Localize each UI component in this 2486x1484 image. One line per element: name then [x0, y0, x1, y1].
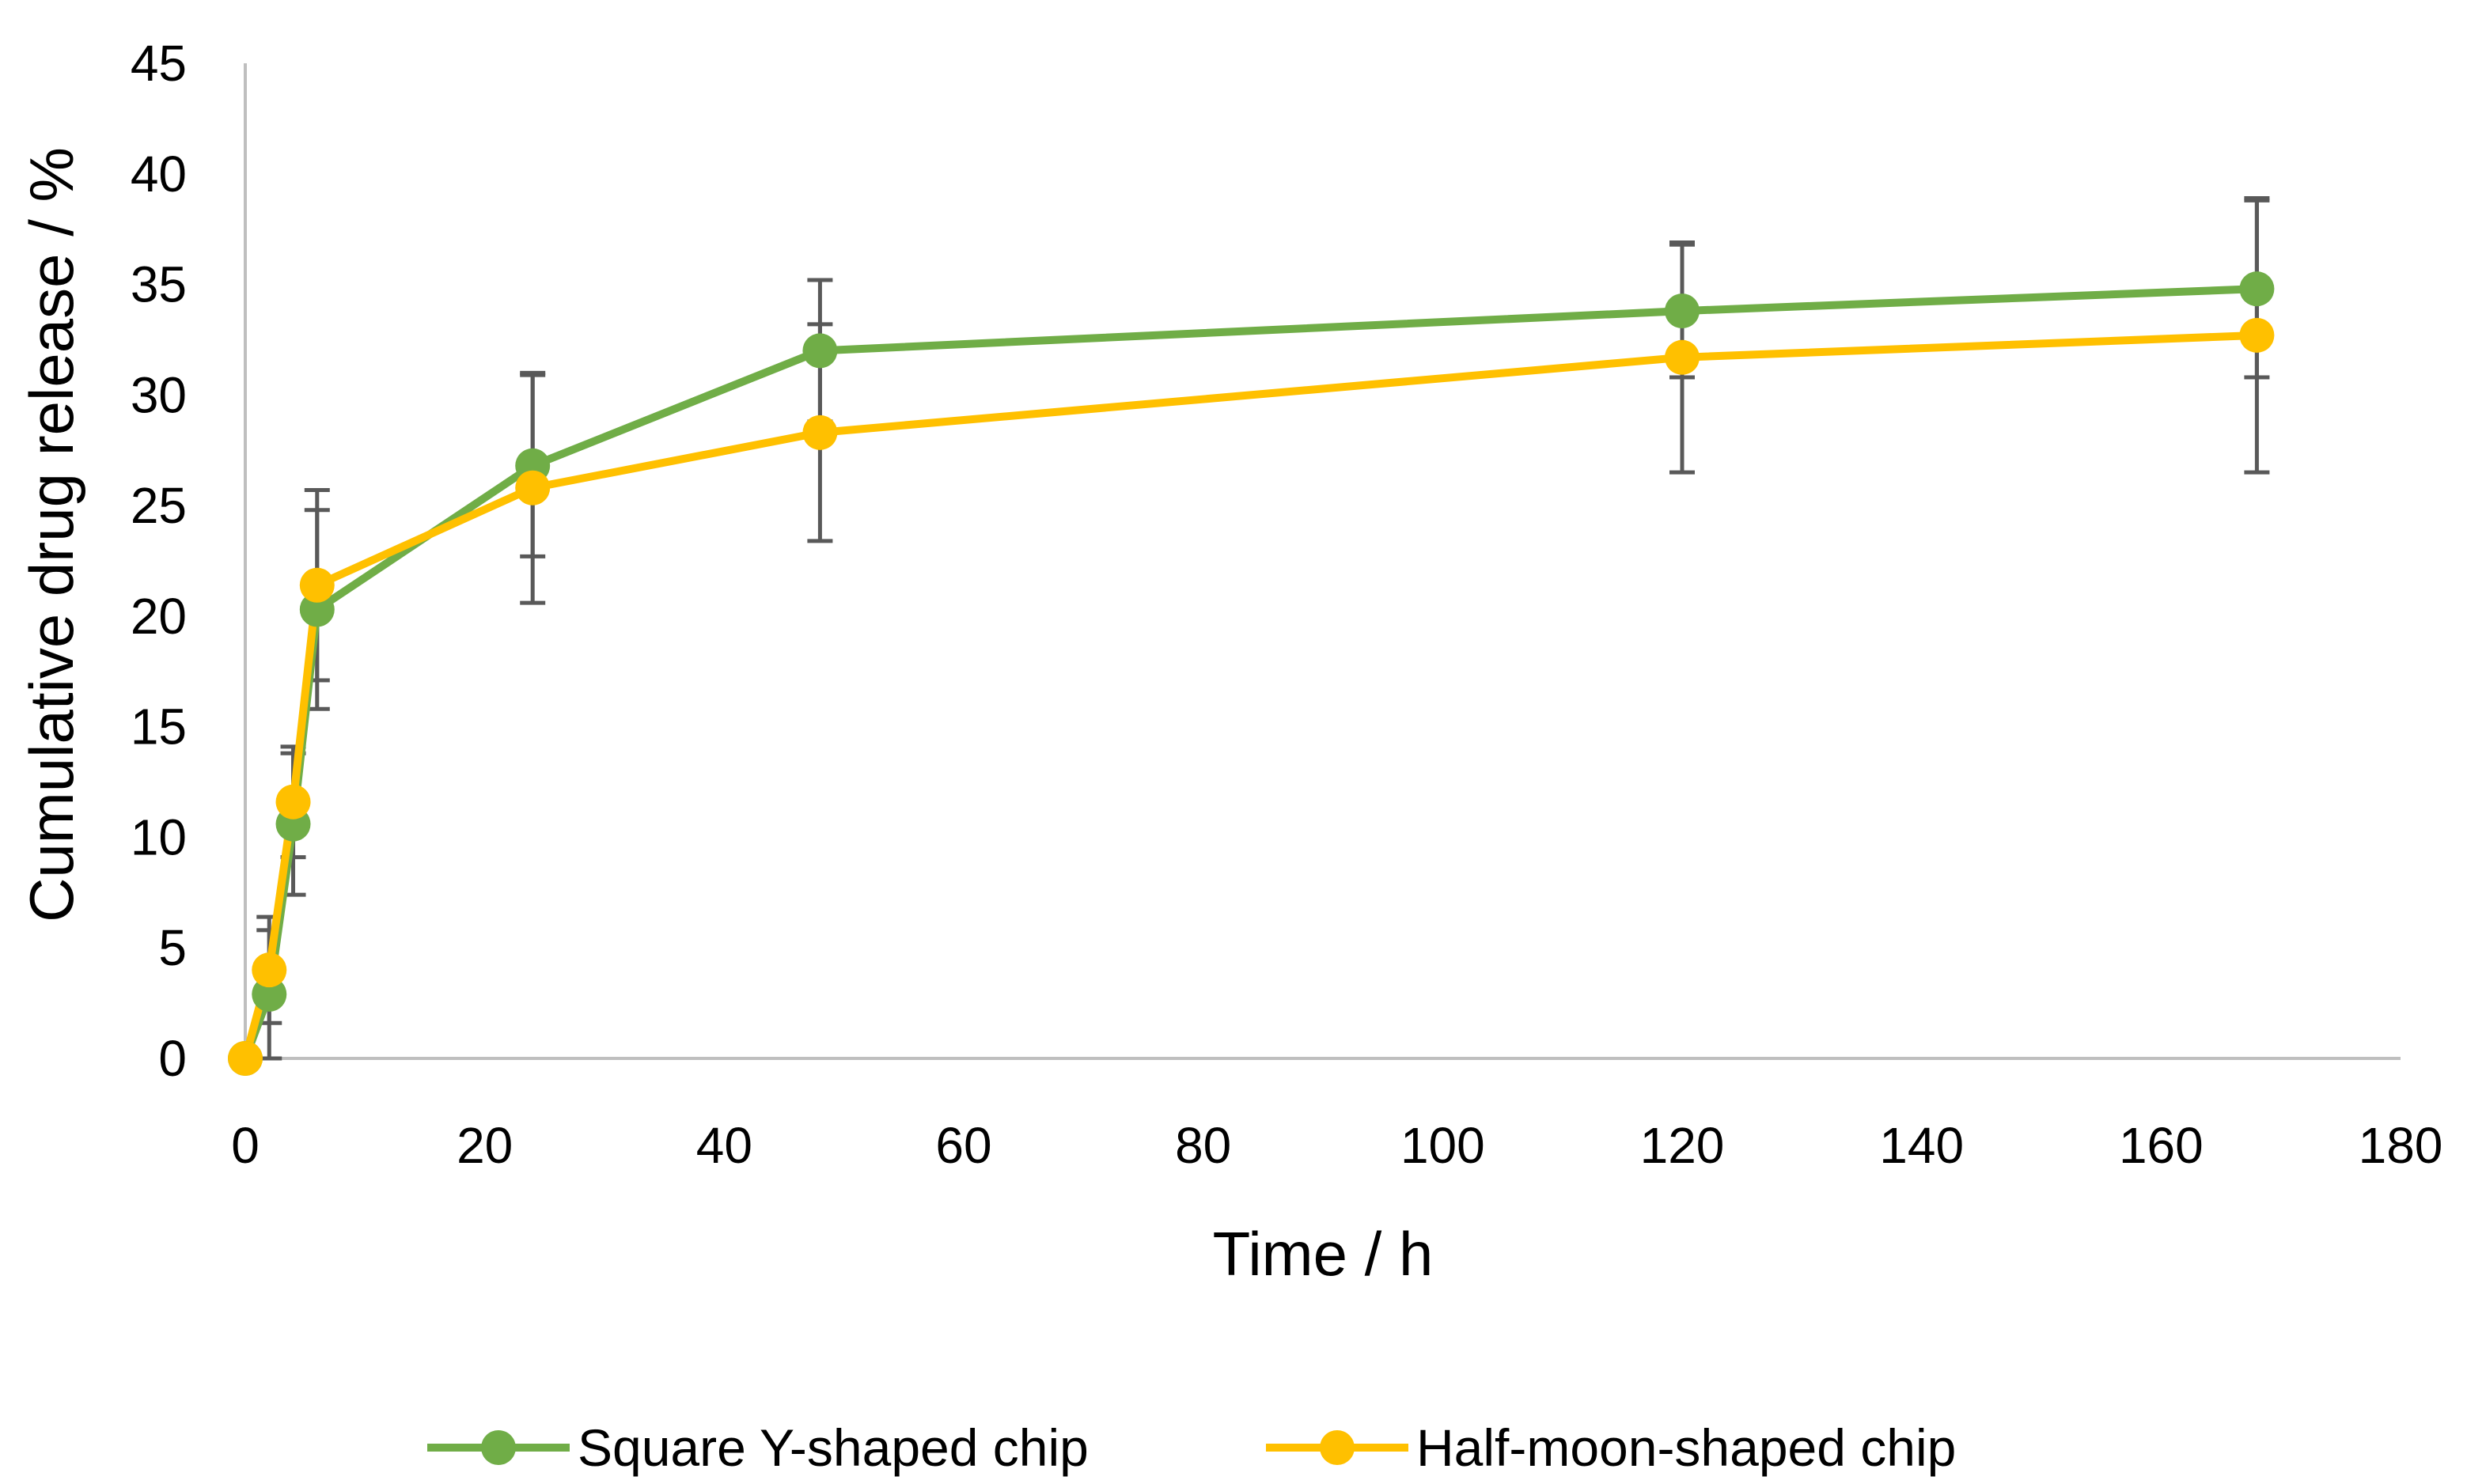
x-tick-label: 20: [457, 1117, 513, 1174]
x-tick-label: 140: [1879, 1117, 1964, 1174]
x-tick-label: 160: [2119, 1117, 2204, 1174]
y-tick-label: 40: [131, 146, 187, 203]
data-point: [252, 976, 287, 1012]
series-line: [241, 331, 2257, 1060]
data-point: [2239, 271, 2275, 307]
y-tick-label: 20: [131, 588, 187, 645]
y-axis-title: Cumulative drug release / %: [17, 147, 86, 922]
legend: Square Y-shaped chip Half-moon-shaped chi…: [427, 1418, 1956, 1477]
y-tick-label: 0: [158, 1030, 187, 1087]
series-markers: [228, 271, 2275, 1076]
legend-label: Half-moon-shaped chip: [1416, 1418, 1956, 1477]
x-axis-title: Time / h: [1213, 1219, 1434, 1289]
data-point: [299, 592, 335, 627]
legend-swatch-marker: [1320, 1430, 1355, 1465]
data-point: [802, 415, 838, 450]
data-point: [2239, 317, 2275, 353]
axes: [244, 63, 2401, 1060]
data-point: [299, 567, 335, 603]
x-tick-label: 120: [1640, 1117, 1725, 1174]
y-tick-labels: 0 5 10 15 20 25 30 35 40 45: [131, 35, 187, 1087]
y-tick-label: 15: [131, 698, 187, 755]
y-tick-label: 5: [158, 919, 187, 976]
legend-swatch-marker: [481, 1430, 516, 1465]
series-lines: [241, 285, 2257, 1060]
x-tick-labels: 0 20 40 60 80 100 120 140 160 180: [231, 1117, 2442, 1174]
x-tick-label: 40: [696, 1117, 752, 1174]
x-tick-label: 100: [1400, 1117, 1485, 1174]
data-point: [252, 952, 287, 988]
data-point: [228, 1041, 263, 1076]
data-point: [1665, 293, 1700, 329]
legend-label: Square Y-shaped chip: [578, 1418, 1089, 1477]
series-line: [241, 285, 2257, 1060]
x-tick-label: 80: [1175, 1117, 1231, 1174]
y-tick-label: 30: [131, 366, 187, 423]
data-point: [802, 333, 838, 369]
y-tick-label: 45: [131, 35, 187, 92]
x-tick-label: 60: [935, 1117, 991, 1174]
y-tick-label: 10: [131, 808, 187, 865]
x-tick-label: 180: [2359, 1117, 2443, 1174]
y-tick-label: 25: [131, 477, 187, 534]
data-point: [275, 784, 311, 820]
x-tick-label: 0: [231, 1117, 260, 1174]
data-point: [1665, 339, 1700, 375]
y-tick-label: 35: [131, 256, 187, 313]
data-point: [515, 470, 551, 505]
